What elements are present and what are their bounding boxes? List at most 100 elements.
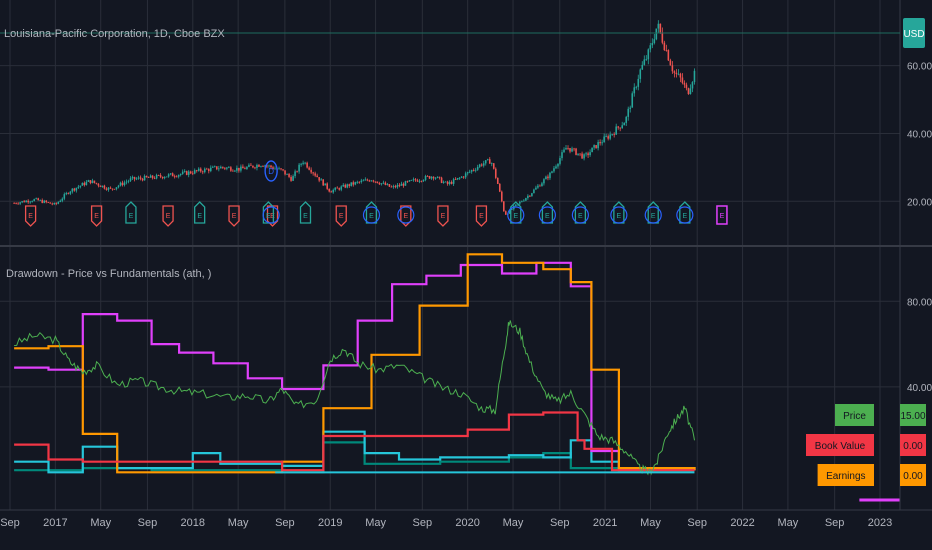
dividend-marker-icon[interactable]	[610, 206, 628, 224]
candle-body	[117, 185, 120, 188]
currency-badge[interactable]	[903, 18, 925, 48]
earnings-marker[interactable]: E	[162, 205, 174, 227]
candle-body	[346, 184, 349, 188]
dividend-circle-icon[interactable]	[264, 160, 278, 182]
candle-body	[33, 199, 35, 202]
candle-body	[452, 179, 455, 184]
earnings-down-icon	[437, 205, 449, 227]
candle-body	[248, 164, 250, 167]
legend-swatch	[835, 404, 874, 426]
candle-body	[107, 187, 110, 190]
earnings-marker[interactable]: E	[194, 201, 206, 224]
candle-body	[430, 176, 433, 179]
earnings-marker[interactable]: E	[475, 205, 488, 227]
dividend-marker-icon[interactable]	[262, 206, 280, 224]
candle-body	[326, 183, 328, 189]
candle-body	[551, 171, 553, 173]
candle-body	[185, 171, 188, 175]
candle-body	[613, 134, 615, 136]
candle-body	[442, 181, 445, 183]
candle-body	[482, 163, 485, 166]
candle-body	[348, 184, 351, 186]
earnings-up-icon	[125, 201, 137, 224]
series-price-line	[14, 320, 695, 476]
earnings-letter: E	[197, 213, 202, 220]
candle-body	[366, 179, 369, 181]
dividend-marker-icon[interactable]	[507, 206, 525, 224]
candle-body	[175, 176, 178, 178]
dividend-marker-icon[interactable]	[644, 206, 662, 224]
candle-body	[296, 171, 298, 173]
candle-body	[657, 23, 660, 29]
candle-body	[286, 174, 288, 175]
candle-body	[615, 126, 617, 135]
dividend-marker-icon[interactable]	[362, 206, 381, 224]
candle-body	[583, 154, 585, 159]
candle-body	[394, 186, 397, 188]
candle-body	[280, 168, 282, 170]
earnings-letter: E	[369, 213, 374, 220]
candle-body	[575, 148, 577, 155]
drawdown-pane[interactable]	[14, 253, 900, 502]
candle-body	[486, 159, 489, 161]
candle-body	[109, 187, 112, 189]
candle-body	[647, 49, 650, 60]
candle-body	[318, 177, 320, 181]
candle-body	[254, 167, 256, 169]
candle-body	[382, 182, 385, 184]
candle-body	[61, 198, 64, 201]
legend-value-box	[900, 434, 926, 456]
earnings-marker[interactable]: E	[90, 205, 103, 227]
candle-body	[284, 170, 286, 175]
earnings-marker[interactable]: E	[228, 205, 240, 227]
price-pane[interactable]: E E E E E E EE E E E E E E E E E E E E ED	[13, 20, 728, 227]
candle-body	[685, 84, 688, 89]
earnings-marker[interactable]: E	[24, 205, 37, 227]
dividend-marker-icon[interactable]	[571, 206, 589, 224]
candle-body	[89, 180, 92, 184]
candle-body	[639, 69, 642, 79]
candle-body	[288, 174, 290, 177]
candle-body	[350, 182, 353, 186]
candle-body	[476, 166, 479, 170]
candle-body	[617, 126, 619, 128]
candle-body	[428, 176, 431, 179]
candle-body	[314, 173, 316, 176]
earnings-down-icon	[162, 205, 174, 227]
earnings-marker[interactable]: E	[299, 201, 312, 224]
earnings-down-icon	[90, 205, 103, 227]
candle-body	[535, 187, 537, 190]
candle-body	[328, 188, 331, 192]
x-tick-label: May	[778, 517, 799, 529]
candle-body	[629, 107, 632, 109]
candle-body	[450, 181, 453, 184]
candle-body	[169, 173, 172, 175]
candle-body	[547, 176, 549, 179]
candle-body	[589, 152, 591, 156]
candle-body	[420, 180, 423, 182]
candle-body	[15, 203, 17, 204]
candle-body	[677, 73, 680, 75]
earnings-marker[interactable]: E	[716, 205, 728, 225]
x-tick-label: 2022	[730, 517, 754, 529]
dividend-marker-icon[interactable]	[676, 206, 694, 224]
earnings-letter: E	[720, 213, 725, 220]
candle-body	[157, 175, 160, 176]
candle-body	[466, 172, 469, 174]
candle-body	[264, 165, 266, 167]
candle-body	[478, 164, 481, 167]
candle-body	[85, 181, 88, 186]
candle-body	[503, 201, 505, 212]
dividend-marker-icon[interactable]	[397, 206, 415, 224]
earnings-marker[interactable]: E	[437, 205, 449, 227]
legend-value: 0.00	[903, 441, 923, 452]
candle-body	[376, 181, 379, 184]
dividend-marker-icon[interactable]	[538, 206, 556, 224]
earnings-marker[interactable]: E	[125, 201, 137, 224]
candle-body	[687, 88, 690, 95]
earnings-marker[interactable]: E	[335, 205, 347, 227]
earnings-marker[interactable]: E	[266, 205, 279, 227]
candle-body	[53, 202, 56, 205]
earnings-marker[interactable]: E	[400, 205, 412, 227]
